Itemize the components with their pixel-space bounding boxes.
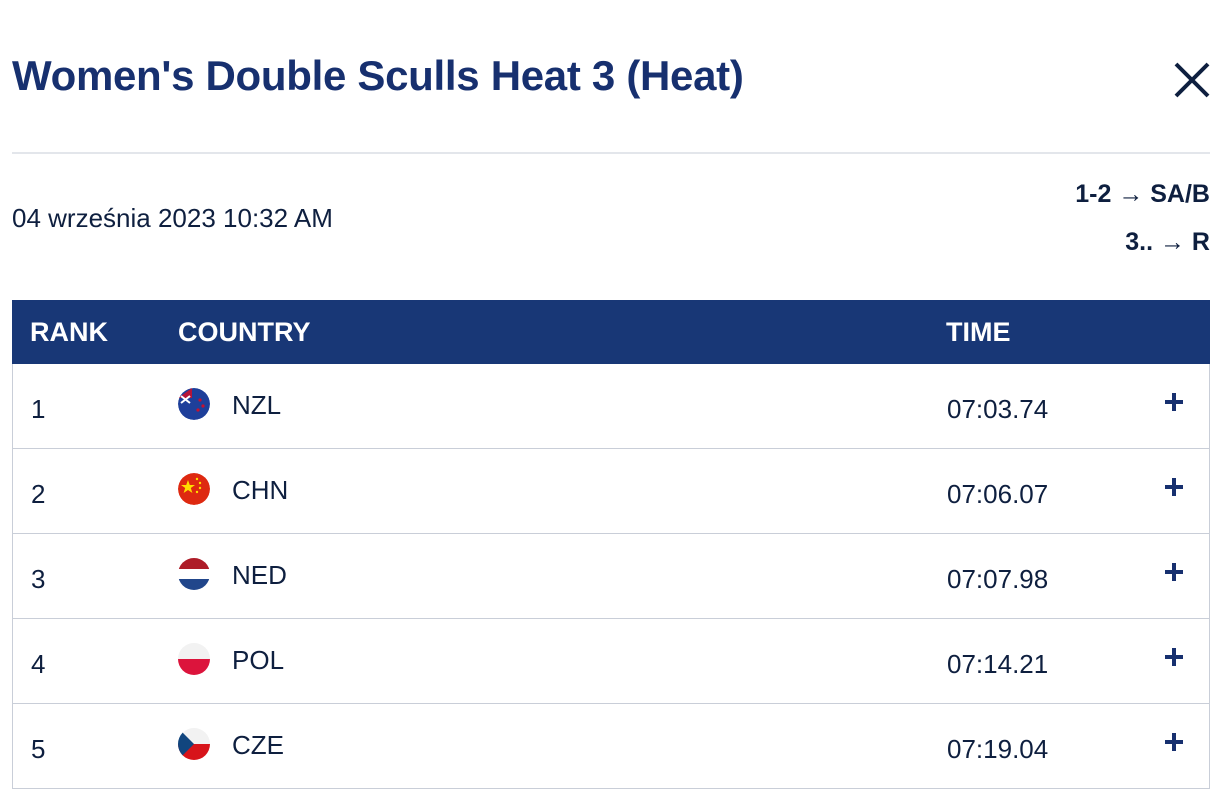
expand-button[interactable] bbox=[1163, 646, 1185, 668]
expand-button[interactable] bbox=[1163, 391, 1185, 413]
column-header: RANK bbox=[30, 317, 108, 347]
expand-button[interactable] bbox=[1163, 731, 1185, 753]
expand-button[interactable] bbox=[1163, 561, 1185, 583]
expand-button[interactable] bbox=[1163, 476, 1185, 498]
time-cell: 07:06.07 bbox=[947, 479, 1049, 509]
country-cell: POL bbox=[232, 645, 285, 675]
country-flag bbox=[178, 473, 210, 505]
time-cell: 07:07.98 bbox=[947, 564, 1049, 594]
time-cell: 07:19.04 bbox=[947, 734, 1049, 764]
country-cell: NZL bbox=[232, 390, 282, 420]
country-cell: CZE bbox=[232, 730, 284, 760]
divider bbox=[12, 152, 1210, 154]
country-cell: NED bbox=[232, 560, 287, 590]
country-flag bbox=[178, 388, 210, 420]
country-flag bbox=[178, 728, 210, 760]
progression-rule: 3.. → R bbox=[1125, 228, 1210, 256]
column-header: COUNTRY bbox=[178, 317, 311, 347]
time-cell: 07:14.21 bbox=[947, 649, 1049, 679]
close-button[interactable] bbox=[1172, 60, 1212, 100]
results-table: RANK COUNTRY TIME 1 NZL 07:03.74 2 CHN 07:06.… bbox=[12, 300, 1210, 789]
table-row: 5 CZE 07:19.04 bbox=[12, 704, 1210, 789]
progression-rule: 1-2 → SA/B bbox=[1075, 180, 1210, 208]
table-row: 4 POL 07:14.21 bbox=[12, 619, 1210, 704]
table-header: RANK COUNTRY TIME bbox=[12, 300, 1210, 364]
rank-cell: 2 bbox=[31, 479, 46, 509]
column-header: TIME bbox=[946, 317, 1011, 347]
modal-title: Women's Double Sculls Heat 3 (Heat) bbox=[12, 52, 744, 99]
country-flag bbox=[178, 643, 210, 675]
rank-cell: 3 bbox=[31, 564, 46, 594]
country-cell: CHN bbox=[232, 475, 289, 505]
table-row: 3 NED 07:07.98 bbox=[12, 534, 1210, 619]
rank-cell: 5 bbox=[31, 734, 46, 764]
table-body: 1 NZL 07:03.74 2 CHN 07:06.07 3 NED 07:07.98 4 POL… bbox=[12, 364, 1210, 789]
table-row: 1 NZL 07:03.74 bbox=[12, 364, 1210, 449]
rank-cell: 4 bbox=[31, 649, 46, 679]
country-flag bbox=[178, 558, 210, 590]
time-cell: 07:03.74 bbox=[947, 394, 1049, 424]
table-row: 2 CHN 07:06.07 bbox=[12, 449, 1210, 534]
race-date: 04 września 2023 10:32 AM bbox=[12, 203, 333, 233]
rank-cell: 1 bbox=[31, 394, 46, 424]
